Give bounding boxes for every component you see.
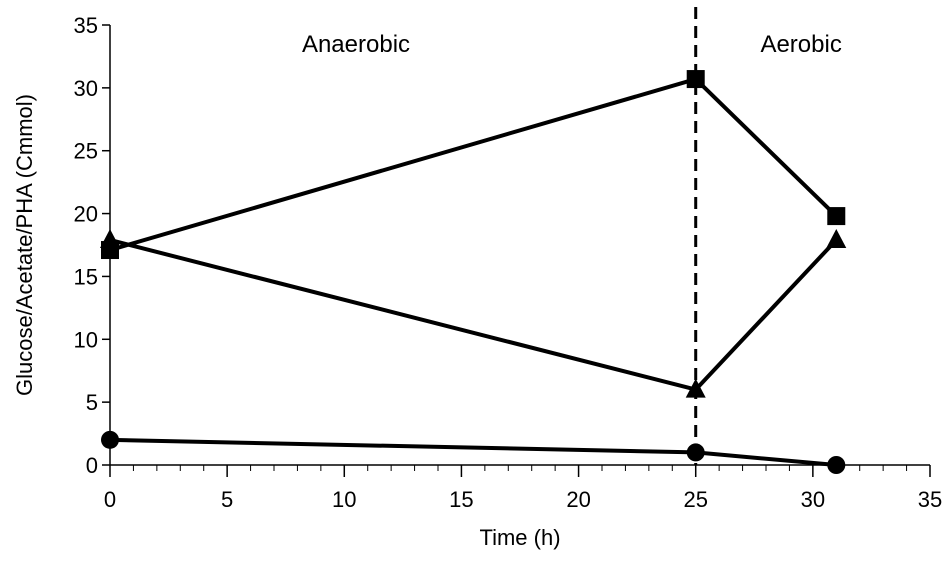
x-tick-label: 25 bbox=[683, 487, 707, 512]
x-tick-label: 10 bbox=[332, 487, 356, 512]
x-tick-label: 30 bbox=[801, 487, 825, 512]
circle-marker bbox=[101, 430, 119, 449]
square-marker bbox=[686, 70, 705, 89]
y-tick-label: 0 bbox=[86, 453, 98, 478]
x-axis-title: Time (h) bbox=[479, 525, 560, 550]
triangle-marker bbox=[685, 378, 706, 398]
series-line-square bbox=[109, 77, 838, 252]
x-tick-label: 20 bbox=[566, 487, 590, 512]
x-tick-label: 35 bbox=[918, 487, 942, 512]
y-tick-label: 5 bbox=[86, 390, 98, 415]
series-line-circle bbox=[109, 437, 837, 467]
tick-labels: 0 5 10 15 20 25 30 35 0 5 10 15 20 25 30 35 bbox=[74, 13, 943, 512]
y-axis-title: Glucose/Acetate/PHA (Cmmol) bbox=[12, 94, 37, 396]
square-marker bbox=[827, 207, 846, 226]
circle-marker bbox=[686, 443, 705, 462]
annotation-aerobic: Aerobic bbox=[760, 31, 841, 58]
series-lines bbox=[109, 77, 838, 467]
axes bbox=[109, 25, 930, 466]
annotation-anaerobic: Anaerobic bbox=[302, 31, 410, 58]
y-tick-label: 30 bbox=[74, 76, 98, 101]
series-line-triangle bbox=[109, 238, 838, 392]
y-tick-label: 20 bbox=[74, 202, 98, 227]
triangle-marker bbox=[100, 228, 120, 248]
series-markers bbox=[100, 70, 847, 474]
y-tick-label: 25 bbox=[74, 139, 98, 164]
y-tick-label: 10 bbox=[74, 327, 98, 352]
x-tick-label: 0 bbox=[104, 487, 116, 512]
ticks bbox=[102, 24, 931, 477]
y-tick-label: 15 bbox=[74, 264, 98, 289]
y-tick-label: 35 bbox=[74, 13, 98, 38]
x-tick-label: 15 bbox=[449, 487, 473, 512]
circle-marker bbox=[827, 456, 846, 474]
triangle-marker bbox=[826, 228, 847, 248]
x-tick-label: 5 bbox=[221, 487, 233, 512]
